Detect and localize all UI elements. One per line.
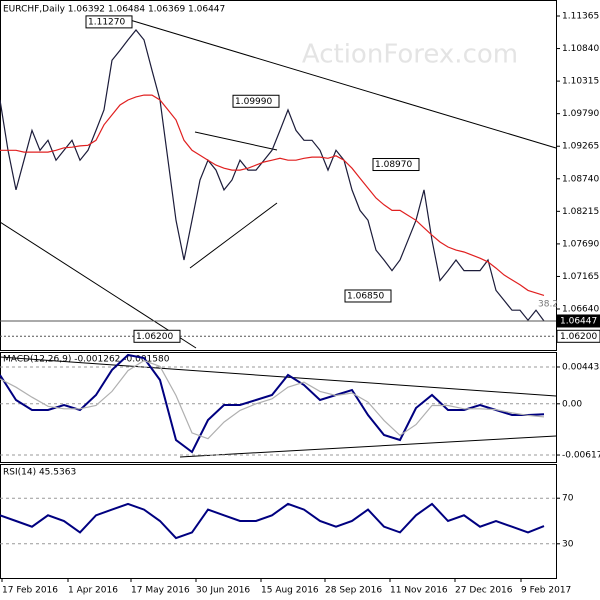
y-tick-label: 1.09790 [562,109,599,119]
y-tick-label: 1.06640 [562,305,599,315]
trend-line [0,356,557,397]
x-tick-label: 17 May 2016 [131,586,190,596]
x-tick-label: 27 Dec 2016 [455,586,513,596]
y-tick-label: -0.00617 [562,451,600,461]
trend-lines [0,19,557,458]
trend-line [179,435,557,458]
macd-title: MACD(12,26,9) -0.001262 -0.001580 [3,355,170,365]
trend-line [0,221,197,349]
y-tick-label: 1.07165 [562,272,599,282]
y-tick-label: 1.08740 [562,174,599,184]
y-tick-label: 1.10840 [562,44,599,54]
rsi-title: RSI(14) 45.5363 [3,468,76,478]
x-tick-label: 9 Feb 2017 [521,586,571,596]
price-label: 1.06447 [560,316,597,326]
series-line [0,94,545,296]
annotation: 1.09990 [235,97,272,107]
y-tick-label: 0.004435 [562,362,600,372]
x-tick-label: 1 Apr 2016 [68,586,118,596]
annotation-box [133,329,181,343]
series-line [0,502,545,540]
price-label-box [556,329,600,343]
panel-frame [0,0,557,351]
annotation: 1.08970 [375,160,412,170]
series-line [0,353,545,454]
annotation-box [344,289,392,303]
y-tick-label: 1.10315 [562,77,599,87]
x-tick-label: 28 Sep 2016 [325,586,382,596]
y-tick-label: 70 [562,494,574,504]
annotation-box [85,15,133,29]
chart-title: EURCHF,Daily 1.06392 1.06484 1.06369 1.0… [3,5,225,15]
price-label-box [556,314,600,328]
annotation: 1.06200 [136,332,173,342]
x-tick-label: 30 Jun 2016 [196,586,250,596]
y-tick-label: 1.09265 [562,142,599,152]
watermark: ActionForex.com [302,40,518,70]
y-tick-label: 0.00 [562,399,582,409]
annotation: 1.11270 [88,17,125,27]
panel-frame [0,352,557,463]
annotation: 1.06850 [347,291,384,301]
annotation: 38.2 [538,300,558,310]
annotation-box [372,158,420,172]
x-tick-label: 15 Aug 2016 [261,586,319,596]
y-tick-label: 1.07690 [562,239,599,249]
panel-frame [0,464,557,579]
trend-line [189,202,278,269]
y-tick-label: 1.11365 [562,11,599,21]
annotation-box [232,94,280,108]
x-tick-label: 11 Nov 2016 [390,586,448,596]
trend-line [129,19,557,149]
y-tick-label: 30 [562,539,574,549]
trend-line [194,131,278,151]
series-line [0,359,545,440]
price-label: 1.06200 [560,332,597,342]
y-tick-label: 1.08215 [562,207,599,217]
x-tick-label: 17 Feb 2016 [2,586,58,596]
